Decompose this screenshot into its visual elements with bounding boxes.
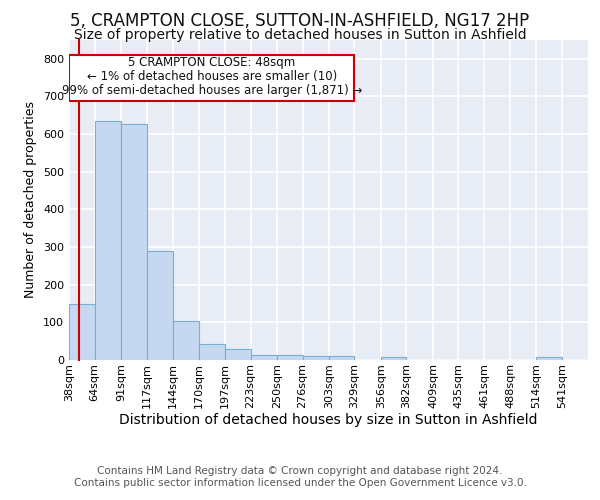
Text: Size of property relative to detached houses in Sutton in Ashfield: Size of property relative to detached ho…: [74, 28, 526, 42]
Bar: [199, 344, 225, 360]
Text: 5 CRAMPTON CLOSE: 48sqm: 5 CRAMPTON CLOSE: 48sqm: [128, 56, 295, 69]
X-axis label: Distribution of detached houses by size in Sutton in Ashfield: Distribution of detached houses by size …: [119, 414, 538, 428]
Bar: [173, 321, 199, 360]
Bar: [146, 251, 173, 360]
Y-axis label: Number of detached properties: Number of detached properties: [25, 102, 37, 298]
Text: ← 1% of detached houses are smaller (10): ← 1% of detached houses are smaller (10): [86, 70, 337, 83]
Bar: [536, 356, 562, 360]
Bar: [329, 356, 355, 360]
Bar: [251, 355, 277, 360]
Text: 5, CRAMPTON CLOSE, SUTTON-IN-ASHFIELD, NG17 2HP: 5, CRAMPTON CLOSE, SUTTON-IN-ASHFIELD, N…: [70, 12, 530, 30]
Bar: [588, 356, 600, 360]
Bar: [277, 355, 302, 360]
Bar: [302, 356, 329, 360]
Text: 99% of semi-detached houses are larger (1,871) →: 99% of semi-detached houses are larger (…: [62, 84, 362, 97]
Bar: [69, 304, 95, 360]
Bar: [225, 349, 251, 360]
Bar: [95, 122, 121, 360]
Bar: [381, 356, 406, 360]
Bar: [69, 55, 355, 101]
Bar: [121, 124, 146, 360]
Text: Contains HM Land Registry data © Crown copyright and database right 2024.
Contai: Contains HM Land Registry data © Crown c…: [74, 466, 526, 487]
